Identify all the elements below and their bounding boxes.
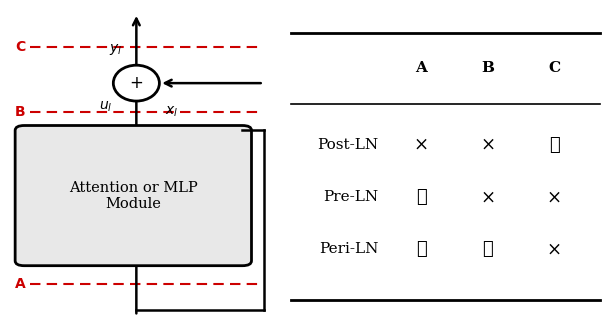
Ellipse shape (113, 65, 159, 101)
Text: B: B (15, 106, 26, 119)
Text: A: A (415, 62, 427, 75)
Text: ×: × (481, 188, 495, 206)
Text: ✓: ✓ (416, 240, 427, 259)
Text: C: C (548, 62, 561, 75)
Text: ×: × (481, 136, 495, 154)
Text: B: B (481, 62, 494, 75)
Text: A: A (15, 277, 26, 290)
Text: Post-LN: Post-LN (318, 138, 379, 152)
Text: $u_l$: $u_l$ (99, 99, 112, 114)
Text: ×: × (547, 188, 562, 206)
Text: $y_l$: $y_l$ (108, 42, 122, 57)
Text: C: C (15, 40, 25, 54)
Text: Pre-LN: Pre-LN (324, 190, 379, 204)
FancyBboxPatch shape (15, 126, 251, 266)
Text: Peri-LN: Peri-LN (319, 243, 379, 256)
Text: ✓: ✓ (549, 136, 560, 154)
Text: $x_l$: $x_l$ (165, 104, 179, 119)
Text: ✓: ✓ (416, 188, 427, 206)
Text: ×: × (414, 136, 428, 154)
Text: ×: × (547, 240, 562, 259)
Text: Attention or MLP
Module: Attention or MLP Module (69, 181, 198, 211)
Text: +: + (130, 74, 143, 92)
Text: ✓: ✓ (482, 240, 493, 259)
